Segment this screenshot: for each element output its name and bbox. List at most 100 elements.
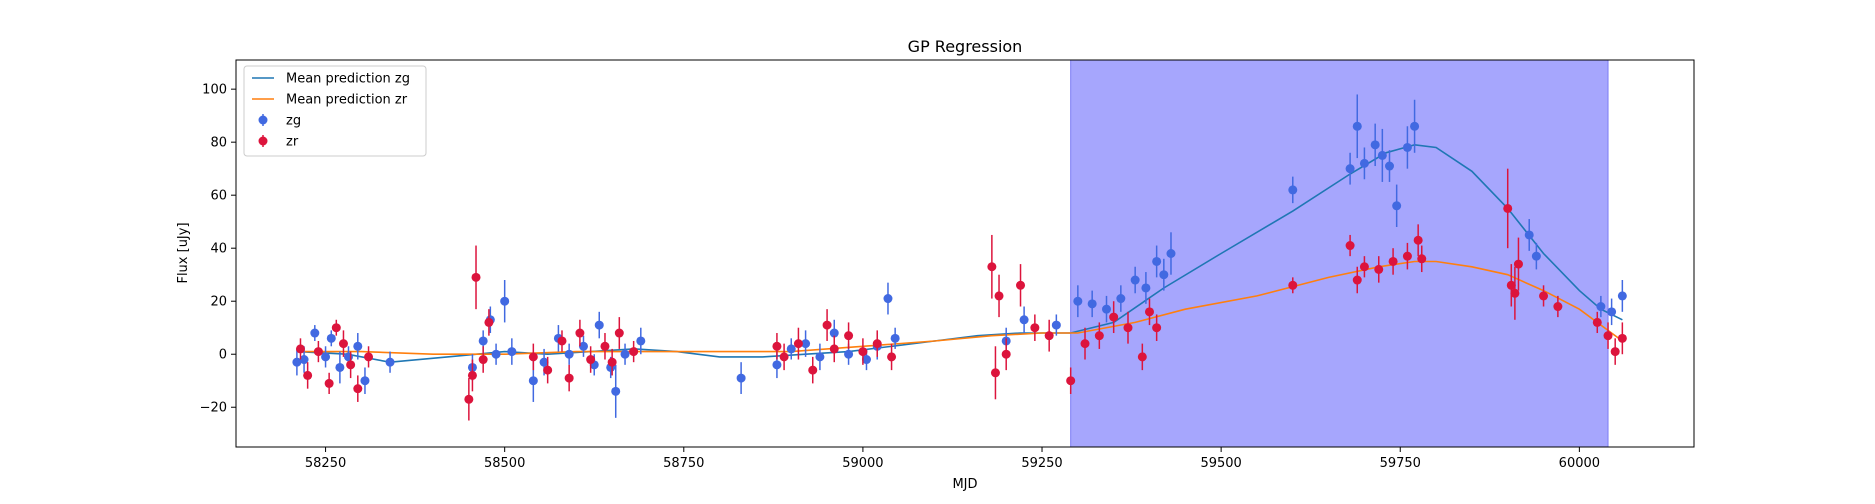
data-point xyxy=(1116,294,1126,304)
data-point xyxy=(310,328,320,338)
x-tick-label: 58250 xyxy=(305,456,346,471)
data-point xyxy=(343,352,353,362)
data-point xyxy=(1345,164,1355,174)
data-point xyxy=(1374,264,1384,274)
data-point xyxy=(594,320,604,330)
data-point xyxy=(1617,291,1627,301)
data-point xyxy=(1402,142,1412,152)
data-point xyxy=(528,352,538,362)
data-point xyxy=(1539,291,1549,301)
shaded-region xyxy=(1070,59,1609,448)
data-point xyxy=(564,349,574,359)
data-point xyxy=(1388,256,1398,266)
data-point xyxy=(338,339,348,349)
data-point xyxy=(1513,259,1523,269)
data-point xyxy=(1524,230,1534,240)
data-point xyxy=(1087,299,1097,309)
data-point xyxy=(1166,249,1176,258)
data-point xyxy=(1152,256,1162,266)
data-point xyxy=(600,341,610,351)
data-point xyxy=(987,262,997,272)
data-point xyxy=(1141,283,1151,293)
y-tick-label: 0 xyxy=(219,348,227,363)
x-tick-label: 59500 xyxy=(1200,456,1241,471)
data-point xyxy=(564,373,574,383)
x-tick-label: 58750 xyxy=(663,456,704,471)
data-points-layer xyxy=(292,94,1627,421)
legend-swatch-zr xyxy=(258,136,268,146)
data-point xyxy=(313,347,323,357)
data-point xyxy=(292,357,302,367)
data-point xyxy=(1130,275,1140,285)
data-point xyxy=(1073,296,1083,306)
data-point xyxy=(1392,201,1402,211)
data-point xyxy=(385,357,395,367)
chart-title: GP Regression xyxy=(908,37,1023,56)
mean-line-zg xyxy=(296,143,1623,364)
data-point xyxy=(1001,349,1011,359)
data-point xyxy=(1345,241,1355,251)
y-axis-label: Flux [uJy] xyxy=(176,222,191,283)
data-point xyxy=(1359,158,1369,168)
x-tick-label: 59250 xyxy=(1021,456,1062,471)
data-point xyxy=(464,394,474,404)
data-point xyxy=(1370,140,1380,150)
data-point xyxy=(994,291,1004,301)
data-point xyxy=(611,386,621,396)
data-point xyxy=(507,347,517,357)
data-point xyxy=(1102,304,1112,314)
data-point xyxy=(1288,280,1298,290)
data-point xyxy=(629,347,639,357)
data-point xyxy=(887,352,897,362)
data-point xyxy=(1051,320,1061,330)
data-point xyxy=(478,355,488,365)
data-point xyxy=(1553,302,1563,312)
data-point xyxy=(990,368,1000,378)
data-point xyxy=(808,365,818,375)
data-point xyxy=(815,352,825,362)
data-point xyxy=(1377,150,1387,160)
y-tick-label: 20 xyxy=(210,295,227,310)
data-point xyxy=(829,328,839,338)
data-point xyxy=(1385,161,1395,171)
data-point xyxy=(793,339,803,349)
data-point xyxy=(364,352,374,362)
data-point xyxy=(578,341,588,351)
data-point xyxy=(1417,254,1427,264)
data-point xyxy=(1607,307,1617,317)
data-point xyxy=(299,355,309,365)
legend-box xyxy=(243,65,427,157)
data-point xyxy=(557,336,567,346)
data-point xyxy=(844,349,854,359)
data-point xyxy=(346,360,356,370)
data-point xyxy=(335,362,345,372)
data-point xyxy=(1596,302,1606,312)
data-point xyxy=(614,328,624,338)
data-point xyxy=(1044,331,1054,341)
data-point xyxy=(1109,312,1119,322)
data-point xyxy=(772,360,782,370)
data-point xyxy=(1066,376,1076,386)
data-point xyxy=(829,344,839,354)
shaded-region-layer xyxy=(1070,59,1609,448)
mean-line-zr xyxy=(296,260,1623,355)
y-tick-label: 100 xyxy=(202,83,227,98)
y-tick-label: 40 xyxy=(210,242,227,257)
x-axis: 58250 58500 58750 59000 59250 59500 59750 60000 xyxy=(305,447,1600,471)
data-point xyxy=(620,349,630,359)
x-tick-label: 59000 xyxy=(842,456,883,471)
data-point xyxy=(1506,280,1516,290)
data-point xyxy=(1030,323,1040,333)
data-point xyxy=(779,352,789,362)
data-point xyxy=(1159,270,1169,280)
data-point xyxy=(736,373,746,383)
data-point xyxy=(1510,288,1520,298)
data-point xyxy=(890,333,900,343)
y-tick-label: 60 xyxy=(210,189,227,204)
data-point xyxy=(1016,280,1026,290)
plot-frame xyxy=(235,59,1695,448)
data-point xyxy=(1603,331,1613,341)
data-point xyxy=(1410,121,1420,131)
